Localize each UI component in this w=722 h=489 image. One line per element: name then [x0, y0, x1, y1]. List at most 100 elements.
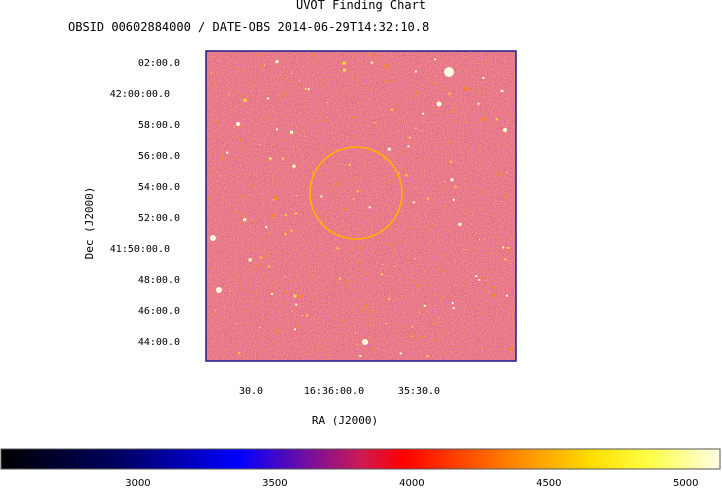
dec-tick-label: 46:00.0: [138, 306, 180, 317]
star-pixel: [275, 60, 279, 64]
star-pixel: [477, 252, 479, 254]
star-pixel: [299, 80, 300, 81]
star-pixel: [482, 276, 484, 279]
star-pixel: [264, 64, 266, 66]
star-pixel: [243, 218, 247, 222]
star-pixel: [414, 258, 416, 259]
star-pixel: [248, 258, 252, 262]
star-pixel: [382, 264, 384, 266]
star-pixel: [441, 121, 443, 122]
star-pixel: [323, 119, 326, 122]
bright-star: [216, 287, 222, 293]
star-pixel: [243, 98, 247, 102]
star-pixel: [303, 135, 305, 137]
star-pixel: [239, 138, 242, 141]
star-pixel: [383, 157, 385, 159]
star-pixel: [484, 238, 486, 240]
star-pixel: [284, 232, 287, 235]
ra-tick-label: 35:30.0: [398, 386, 440, 397]
bright-star: [210, 235, 216, 241]
star-pixel: [376, 60, 378, 61]
star-pixel: [210, 72, 212, 73]
star-pixel: [214, 310, 216, 312]
star-pixel: [440, 142, 442, 144]
star-pixel: [482, 77, 485, 79]
star-pixel: [479, 239, 480, 241]
star-pixel: [343, 68, 346, 72]
star-pixel: [259, 144, 261, 146]
star-pixel: [242, 214, 244, 216]
star-pixel: [414, 70, 417, 73]
star-pixel: [389, 179, 391, 181]
star-pixel: [356, 190, 359, 193]
star-pixel: [493, 293, 497, 297]
star-pixel: [344, 208, 347, 211]
star-pixel: [266, 255, 269, 258]
star-pixel: [415, 128, 417, 130]
star-pixel: [359, 246, 362, 249]
star-pixel: [412, 326, 413, 328]
star-pixel: [284, 213, 287, 216]
star-pixel: [412, 201, 415, 204]
star-pixel: [294, 328, 296, 331]
star-pixel: [224, 321, 226, 323]
star-pixel: [395, 174, 398, 177]
star-pixel: [292, 164, 296, 168]
star-pixel: [475, 275, 478, 278]
star-pixel: [385, 323, 387, 324]
star-pixel: [290, 229, 293, 232]
star-pixel: [444, 181, 446, 183]
star-pixel: [301, 315, 303, 317]
star-pixel: [267, 265, 270, 268]
colorbar-tick-label: 3000: [125, 478, 150, 489]
star-pixel: [295, 131, 296, 133]
star-pixel: [226, 151, 229, 154]
source-region-circle: [309, 146, 403, 240]
star-pixel: [273, 196, 277, 200]
star-pixel: [504, 258, 507, 261]
dec-tick-label: 56:00.0: [138, 151, 180, 162]
star-pixel: [336, 182, 338, 184]
star-pixel: [233, 126, 235, 128]
star-pixel: [259, 326, 261, 328]
star-pixel: [208, 167, 210, 169]
star-pixel: [251, 184, 254, 187]
bright-star: [236, 122, 240, 126]
star-pixel: [504, 195, 507, 198]
star-pixel: [359, 270, 361, 272]
y-axis-label: Dec (J2000): [83, 187, 96, 260]
bright-star: [444, 67, 454, 77]
star-pixel: [434, 58, 437, 61]
star-pixel: [465, 121, 467, 123]
star-pixel: [485, 280, 487, 281]
star-pixel: [450, 178, 454, 182]
star-pixel: [332, 183, 334, 185]
star-pixel: [285, 290, 287, 293]
star-pixel: [236, 92, 238, 93]
star-pixel: [212, 134, 214, 136]
star-pixel: [464, 249, 466, 251]
star-pixel: [438, 318, 440, 320]
colorbar-tick-label: 4500: [536, 478, 561, 489]
star-pixel: [336, 247, 339, 250]
star-pixel: [411, 326, 413, 327]
star-pixel: [320, 195, 323, 198]
star-pixel: [296, 195, 298, 197]
star-pixel: [414, 187, 415, 189]
star-pixel: [415, 91, 418, 94]
star-pixel: [351, 116, 354, 119]
star-pixel: [365, 304, 368, 307]
star-pixel: [380, 273, 383, 276]
star-pixel: [434, 322, 437, 325]
star-pixel: [353, 198, 355, 200]
star-pixel: [488, 291, 490, 293]
star-pixel: [388, 298, 391, 301]
colorbar-tick-labels: 3000 3500 4000 4500 5000: [125, 478, 698, 489]
star-pixel: [228, 93, 230, 95]
star-pixel: [260, 65, 263, 68]
dec-tick-label: 02:00.0: [138, 58, 180, 69]
star-pixel: [371, 347, 374, 350]
star-pixel: [390, 108, 393, 111]
star-pixel: [484, 194, 486, 196]
